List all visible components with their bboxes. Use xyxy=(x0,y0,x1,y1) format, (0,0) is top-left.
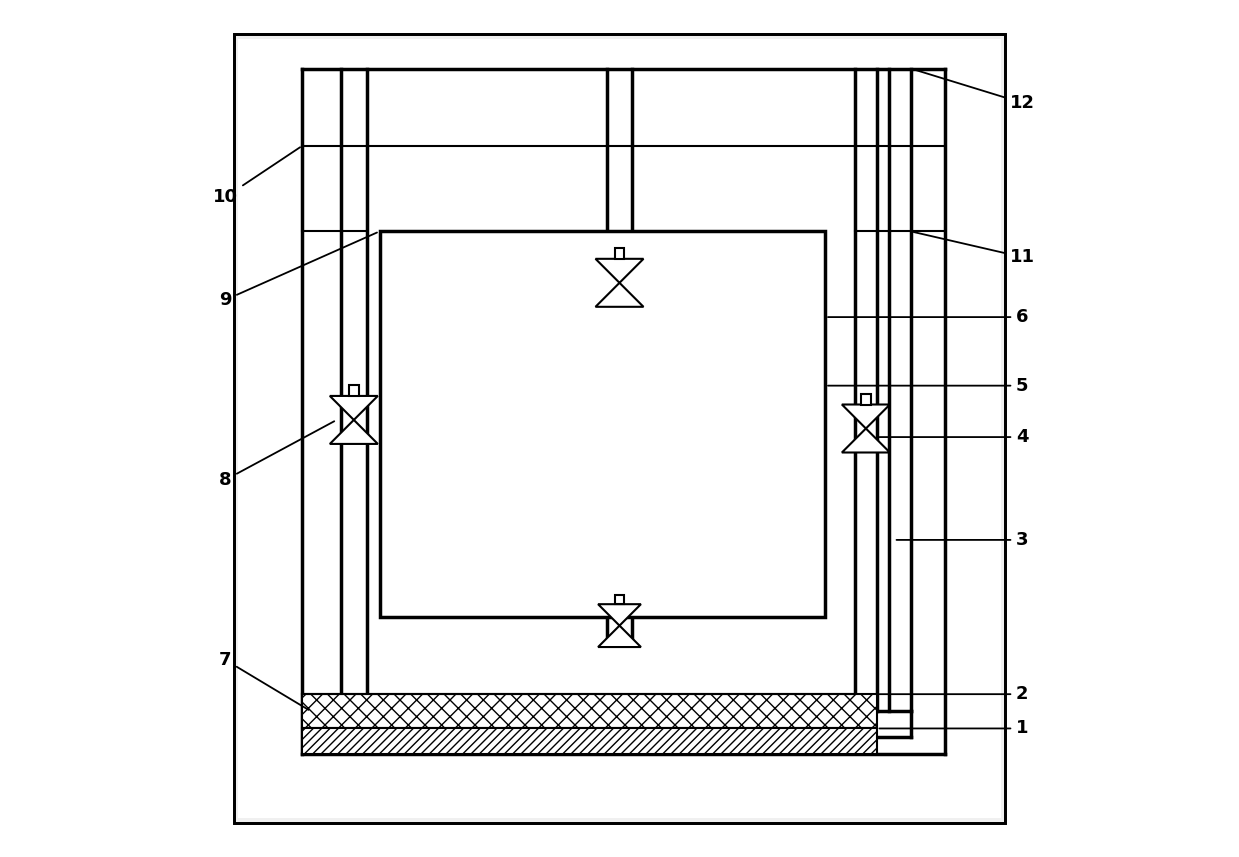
Bar xyxy=(302,694,877,728)
Text: 8: 8 xyxy=(219,422,335,489)
Bar xyxy=(861,394,871,405)
Bar xyxy=(238,39,1001,818)
Polygon shape xyxy=(330,396,378,420)
Polygon shape xyxy=(598,604,641,626)
Text: 7: 7 xyxy=(219,650,309,710)
Text: 4: 4 xyxy=(880,428,1028,446)
Text: 11: 11 xyxy=(913,232,1035,267)
Text: 1: 1 xyxy=(880,719,1028,738)
Text: 5: 5 xyxy=(828,376,1028,395)
Bar xyxy=(616,595,623,604)
Bar xyxy=(349,386,358,396)
Polygon shape xyxy=(596,259,643,283)
Bar xyxy=(615,249,624,259)
Polygon shape xyxy=(596,283,643,307)
Polygon shape xyxy=(841,405,890,428)
Text: 6: 6 xyxy=(828,308,1028,327)
Text: 9: 9 xyxy=(219,232,377,309)
Bar xyxy=(302,728,877,754)
Polygon shape xyxy=(330,420,378,444)
Bar xyxy=(379,231,825,617)
Polygon shape xyxy=(598,626,641,647)
Text: 12: 12 xyxy=(913,69,1035,112)
Text: 3: 3 xyxy=(897,530,1028,549)
Polygon shape xyxy=(841,428,890,452)
Text: 10: 10 xyxy=(213,147,300,207)
Text: 2: 2 xyxy=(880,685,1028,704)
